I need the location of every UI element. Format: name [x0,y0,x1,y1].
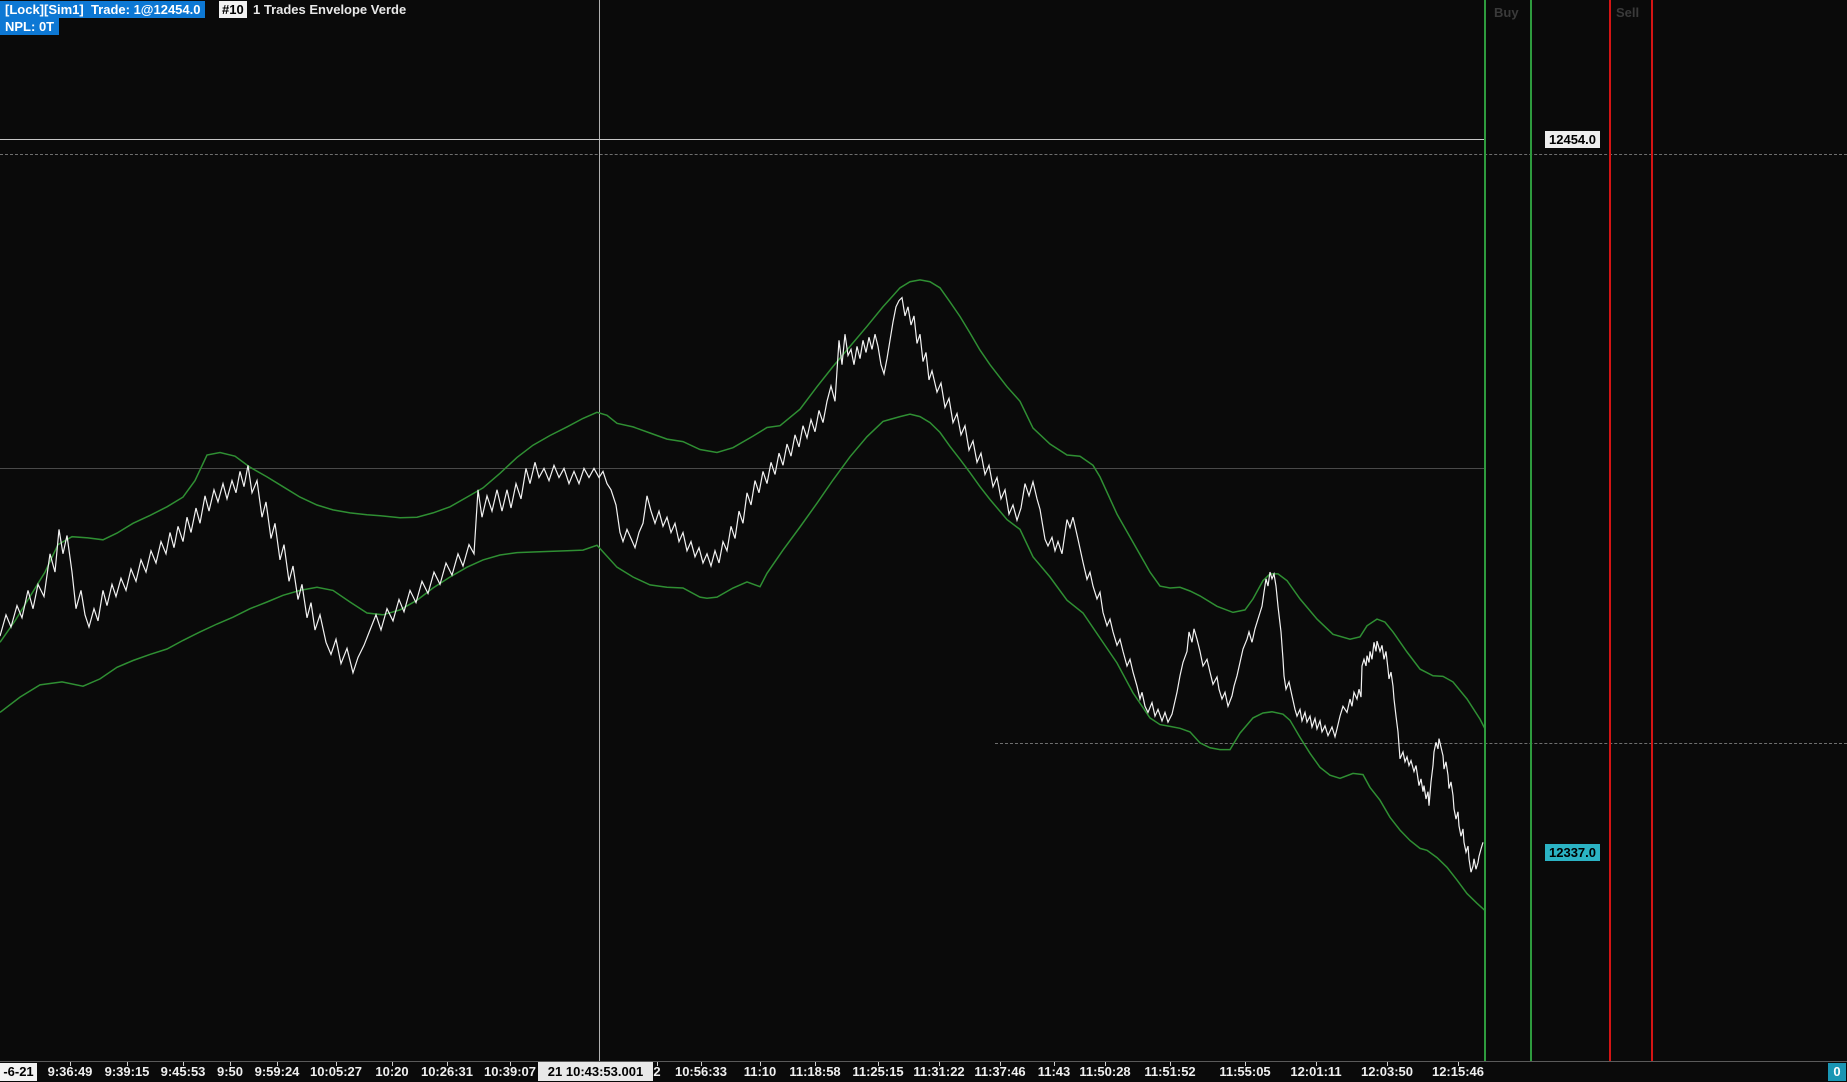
entry-price-box: 12454.0 [1545,131,1600,148]
time-axis-label: 9:39:15 [104,1064,150,1079]
time-axis-label: 9:36:49 [47,1064,93,1079]
gridline-12400 [0,468,1485,469]
crosshair-time-box: 21 10:43:53.001 [538,1062,653,1081]
time-axis-tick [70,1062,71,1066]
time-axis-label: 11:37:46 [974,1064,1026,1079]
time-axis-tick [336,1062,337,1066]
time-axis-label: 11:25:15 [852,1064,904,1079]
time-axis-label: 11:18:58 [789,1064,841,1079]
time-axis-label: 12:03:50 [1360,1064,1414,1079]
time-axis-label: 10:39:07 [483,1064,537,1079]
time-axis-tick [1316,1062,1317,1066]
time-axis-label: 10:26:31 [420,1064,474,1079]
time-axis-tick [230,1062,231,1066]
sell-column-header: Sell [1616,5,1640,20]
time-axis-tick [657,1062,658,1066]
last-price-box: 12337.0 [1545,844,1600,861]
dom-buy-left-border [1484,0,1486,1061]
time-axis-tick [1458,1062,1459,1066]
time-axis-tick [1054,1062,1055,1066]
price-line [0,296,1484,873]
time-axis-tick [760,1062,761,1066]
time-axis-label: 9:50 [216,1064,244,1079]
time-axis-label: 12:15:46 [1431,1064,1485,1079]
time-axis-tick [815,1062,816,1066]
time-axis-tick [1245,1062,1246,1066]
time-axis-label: 10:20 [375,1064,409,1079]
entry-price-line [0,139,1485,140]
time-axis-label: 11:31:22 [913,1064,965,1079]
buy-column-header: Buy [1494,5,1519,20]
time-axis-tick [392,1062,393,1066]
time-axis-tick [1000,1062,1001,1066]
time-axis-tick [447,1062,448,1066]
time-axis-label: 11:55:05 [1219,1064,1271,1079]
price-axis[interactable]: 12470.012465.012460.012455.012450.012445… [1530,0,1610,1061]
dashed-line-upper [0,154,1847,155]
trade-tag-badge: #10 [219,1,247,18]
time-axis-label: 10:56:33 [674,1064,728,1079]
trade-count-badge: 0 [1828,1063,1846,1081]
time-axis-tick [277,1062,278,1066]
crosshair-vertical-line [599,0,600,1061]
time-axis-label: 11:10 [743,1064,777,1079]
time-axis-label: 9:45:53 [160,1064,206,1079]
dom-buy-right-border [1530,0,1532,1061]
time-axis-label: 11:51:52 [1144,1064,1196,1079]
dom-sell-left-border [1609,0,1611,1061]
time-axis-tick [701,1062,702,1066]
envelope-lower-line [0,413,1486,912]
time-axis-tick [939,1062,940,1066]
trade-status-label: [Lock][Sim1] Trade: 1@12454.0 [0,1,206,18]
time-axis-tick [127,1062,128,1066]
dashed-line-lower [995,743,1847,744]
dom-sell-right-border [1651,0,1653,1061]
time-axis-label: 11:43 [1037,1064,1071,1079]
time-axis[interactable]: 9:36:49 9:39:15 9:45:53 9:50 9:59:24 10:05:27… [0,1061,1847,1082]
session-date-box: -6-21 [0,1063,37,1081]
time-axis-tick [1105,1062,1106,1066]
time-axis-label: 12:01:11 [1290,1064,1342,1079]
time-axis-tick [1170,1062,1171,1066]
axis-separator-line [0,1061,1847,1062]
time-axis-label: 2 [653,1064,661,1079]
npl-label: NPL: 0T [0,18,60,35]
indicator-name-label: 1 Trades Envelope Verde [253,2,407,17]
time-axis-label: 11:50:28 [1079,1064,1131,1079]
time-axis-tick [878,1062,879,1066]
time-axis-tick [1387,1062,1388,1066]
time-axis-tick [183,1062,184,1066]
envelope-upper-line [0,279,1486,730]
time-axis-tick [510,1062,511,1066]
time-axis-label: 10:05:27 [309,1064,363,1079]
time-axis-label: 9:59:24 [254,1064,300,1079]
